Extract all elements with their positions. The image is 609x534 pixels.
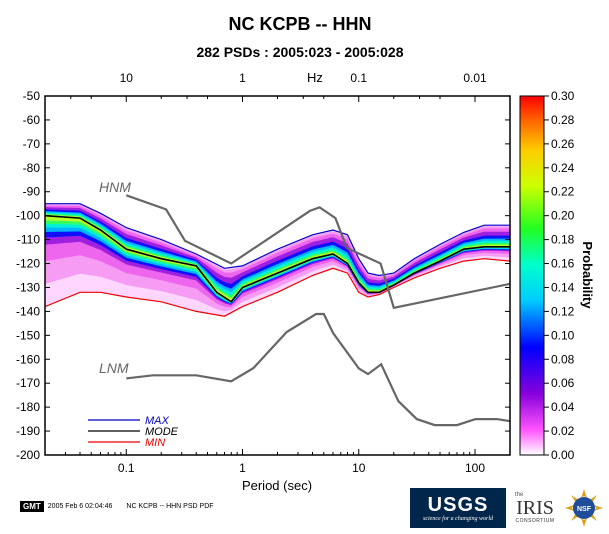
axes: -50 -60 -70 -80 -90 -100 -110 -120 -130 -140 -150 -… (16, 71, 511, 475)
iris-wordmark: IRIS (516, 497, 554, 519)
series-line-min (45, 258, 510, 317)
colorbar-tick-label: 0.02 (551, 424, 575, 438)
nsf-logo: NSF (565, 489, 603, 527)
y-tick-label: -180 (16, 400, 40, 414)
series-line-mode (45, 214, 510, 303)
y-tick-label: -170 (16, 376, 40, 390)
legend-mode: MODE (145, 426, 179, 438)
colorbar-tick-label: 0.08 (551, 352, 575, 366)
colorbar-tick-label: 0.04 (551, 400, 575, 414)
colorbar-tick-label: 0.16 (551, 257, 575, 271)
legend-min: MIN (145, 437, 165, 449)
y-tick-label: -160 (16, 352, 40, 366)
colorbar-tick-label: 0.30 (551, 89, 575, 103)
y-tick-label: -200 (16, 448, 40, 462)
colorbar-label: Probability (580, 241, 595, 309)
noise-model-lnm (126, 312, 510, 427)
heat-band-cyan (45, 212, 510, 304)
iris-consortium: CONSORTIUM (515, 518, 555, 524)
footer-caption: NC KCPB -- HHN PSD PDF (126, 502, 214, 510)
legend: MAX MODE MIN (88, 415, 179, 449)
y-tick-label: -140 (16, 304, 40, 318)
footer: GMT 2005 Feb 6 02:04:46 NC KCPB -- HHN P… (20, 500, 214, 512)
top-tick-label: 0.01 (463, 71, 487, 85)
probability-heatmap (45, 203, 510, 316)
svg-text:NSF: NSF (577, 506, 592, 513)
colorbar-tick-label: 0.24 (551, 161, 575, 175)
usgs-wordmark: USGS (427, 494, 489, 516)
heat-band-green (45, 213, 510, 303)
y-tick-label: -50 (23, 89, 41, 103)
y-tick-label: -120 (16, 257, 40, 271)
y-tick-label: -130 (16, 280, 40, 294)
colorbar-tick-label: 0.26 (551, 137, 575, 151)
colorbar-tick-label: 0.00 (551, 448, 575, 462)
colorbar-tick-label: 0.28 (551, 113, 575, 127)
lnm-label: LNM (99, 360, 129, 376)
colorbar-tick-label: 0.20 (551, 209, 575, 223)
y-tick-label: -150 (16, 328, 40, 342)
top-tick-label: 1 (239, 71, 246, 85)
y-tick-label: -70 (23, 137, 41, 151)
legend-max: MAX (145, 415, 170, 427)
y-tick-label: -90 (23, 185, 41, 199)
noise-model-hnm (125, 194, 510, 310)
x-tick-label: 100 (465, 461, 485, 475)
x-tick-label: 0.1 (118, 461, 135, 475)
usgs-tagline: science for a changing world (423, 516, 493, 522)
series-lines (45, 194, 510, 427)
chart-subtitle: 282 PSDs : 2005:023 - 2005:028 (196, 44, 403, 60)
series-line-max (45, 203, 510, 277)
y-tick-label: -80 (23, 161, 41, 175)
top-tick-label: 10 (120, 71, 134, 85)
colorbar: 0.30 0.28 0.26 0.24 0.22 0.20 0.18 0.16 0.14 0.12… (519, 89, 595, 462)
hnm-label: HNM (99, 179, 131, 195)
colorbar-tick-label: 0.14 (551, 280, 575, 294)
x-axis-label: Period (sec) (242, 478, 312, 493)
colorbar-tick-label: 0.06 (551, 376, 575, 390)
heat-band-lightblue (45, 211, 510, 304)
colorbar-ticks: 0.30 0.28 0.26 0.24 0.22 0.20 0.18 0.16 0.14 0.12… (544, 89, 575, 462)
y-tick-label: -60 (23, 113, 41, 127)
hz-label: Hz (307, 70, 323, 85)
footer-timestamp: 2005 Feb 6 02:04:46 (47, 502, 113, 510)
y-tick-label: -100 (16, 209, 40, 223)
logo-strip: USGS science for a changing world the IR… (410, 486, 604, 530)
colorbar-tick-label: 0.18 (551, 233, 575, 247)
chart-title: NC KCPB -- HHN (229, 14, 372, 34)
colorbar-scale (519, 95, 545, 456)
y-tick-label: -110 (17, 233, 40, 247)
y-tick-label: -190 (16, 424, 40, 438)
colorbar-tick-label: 0.22 (551, 185, 575, 199)
iris-the: the (515, 492, 524, 498)
colorbar-tick-label: 0.10 (551, 328, 575, 342)
x-tick-label: 1 (239, 461, 246, 475)
gmt-logo: GMT (20, 500, 44, 512)
top-tick-label: 0.1 (350, 71, 367, 85)
colorbar-tick-label: 0.12 (551, 304, 575, 318)
iris-logo: the IRIS CONSORTIUM (512, 488, 558, 528)
heat-band-yellowgreen (45, 214, 510, 303)
usgs-logo: USGS science for a changing world (410, 488, 506, 528)
x-tick-label: 10 (352, 461, 366, 475)
